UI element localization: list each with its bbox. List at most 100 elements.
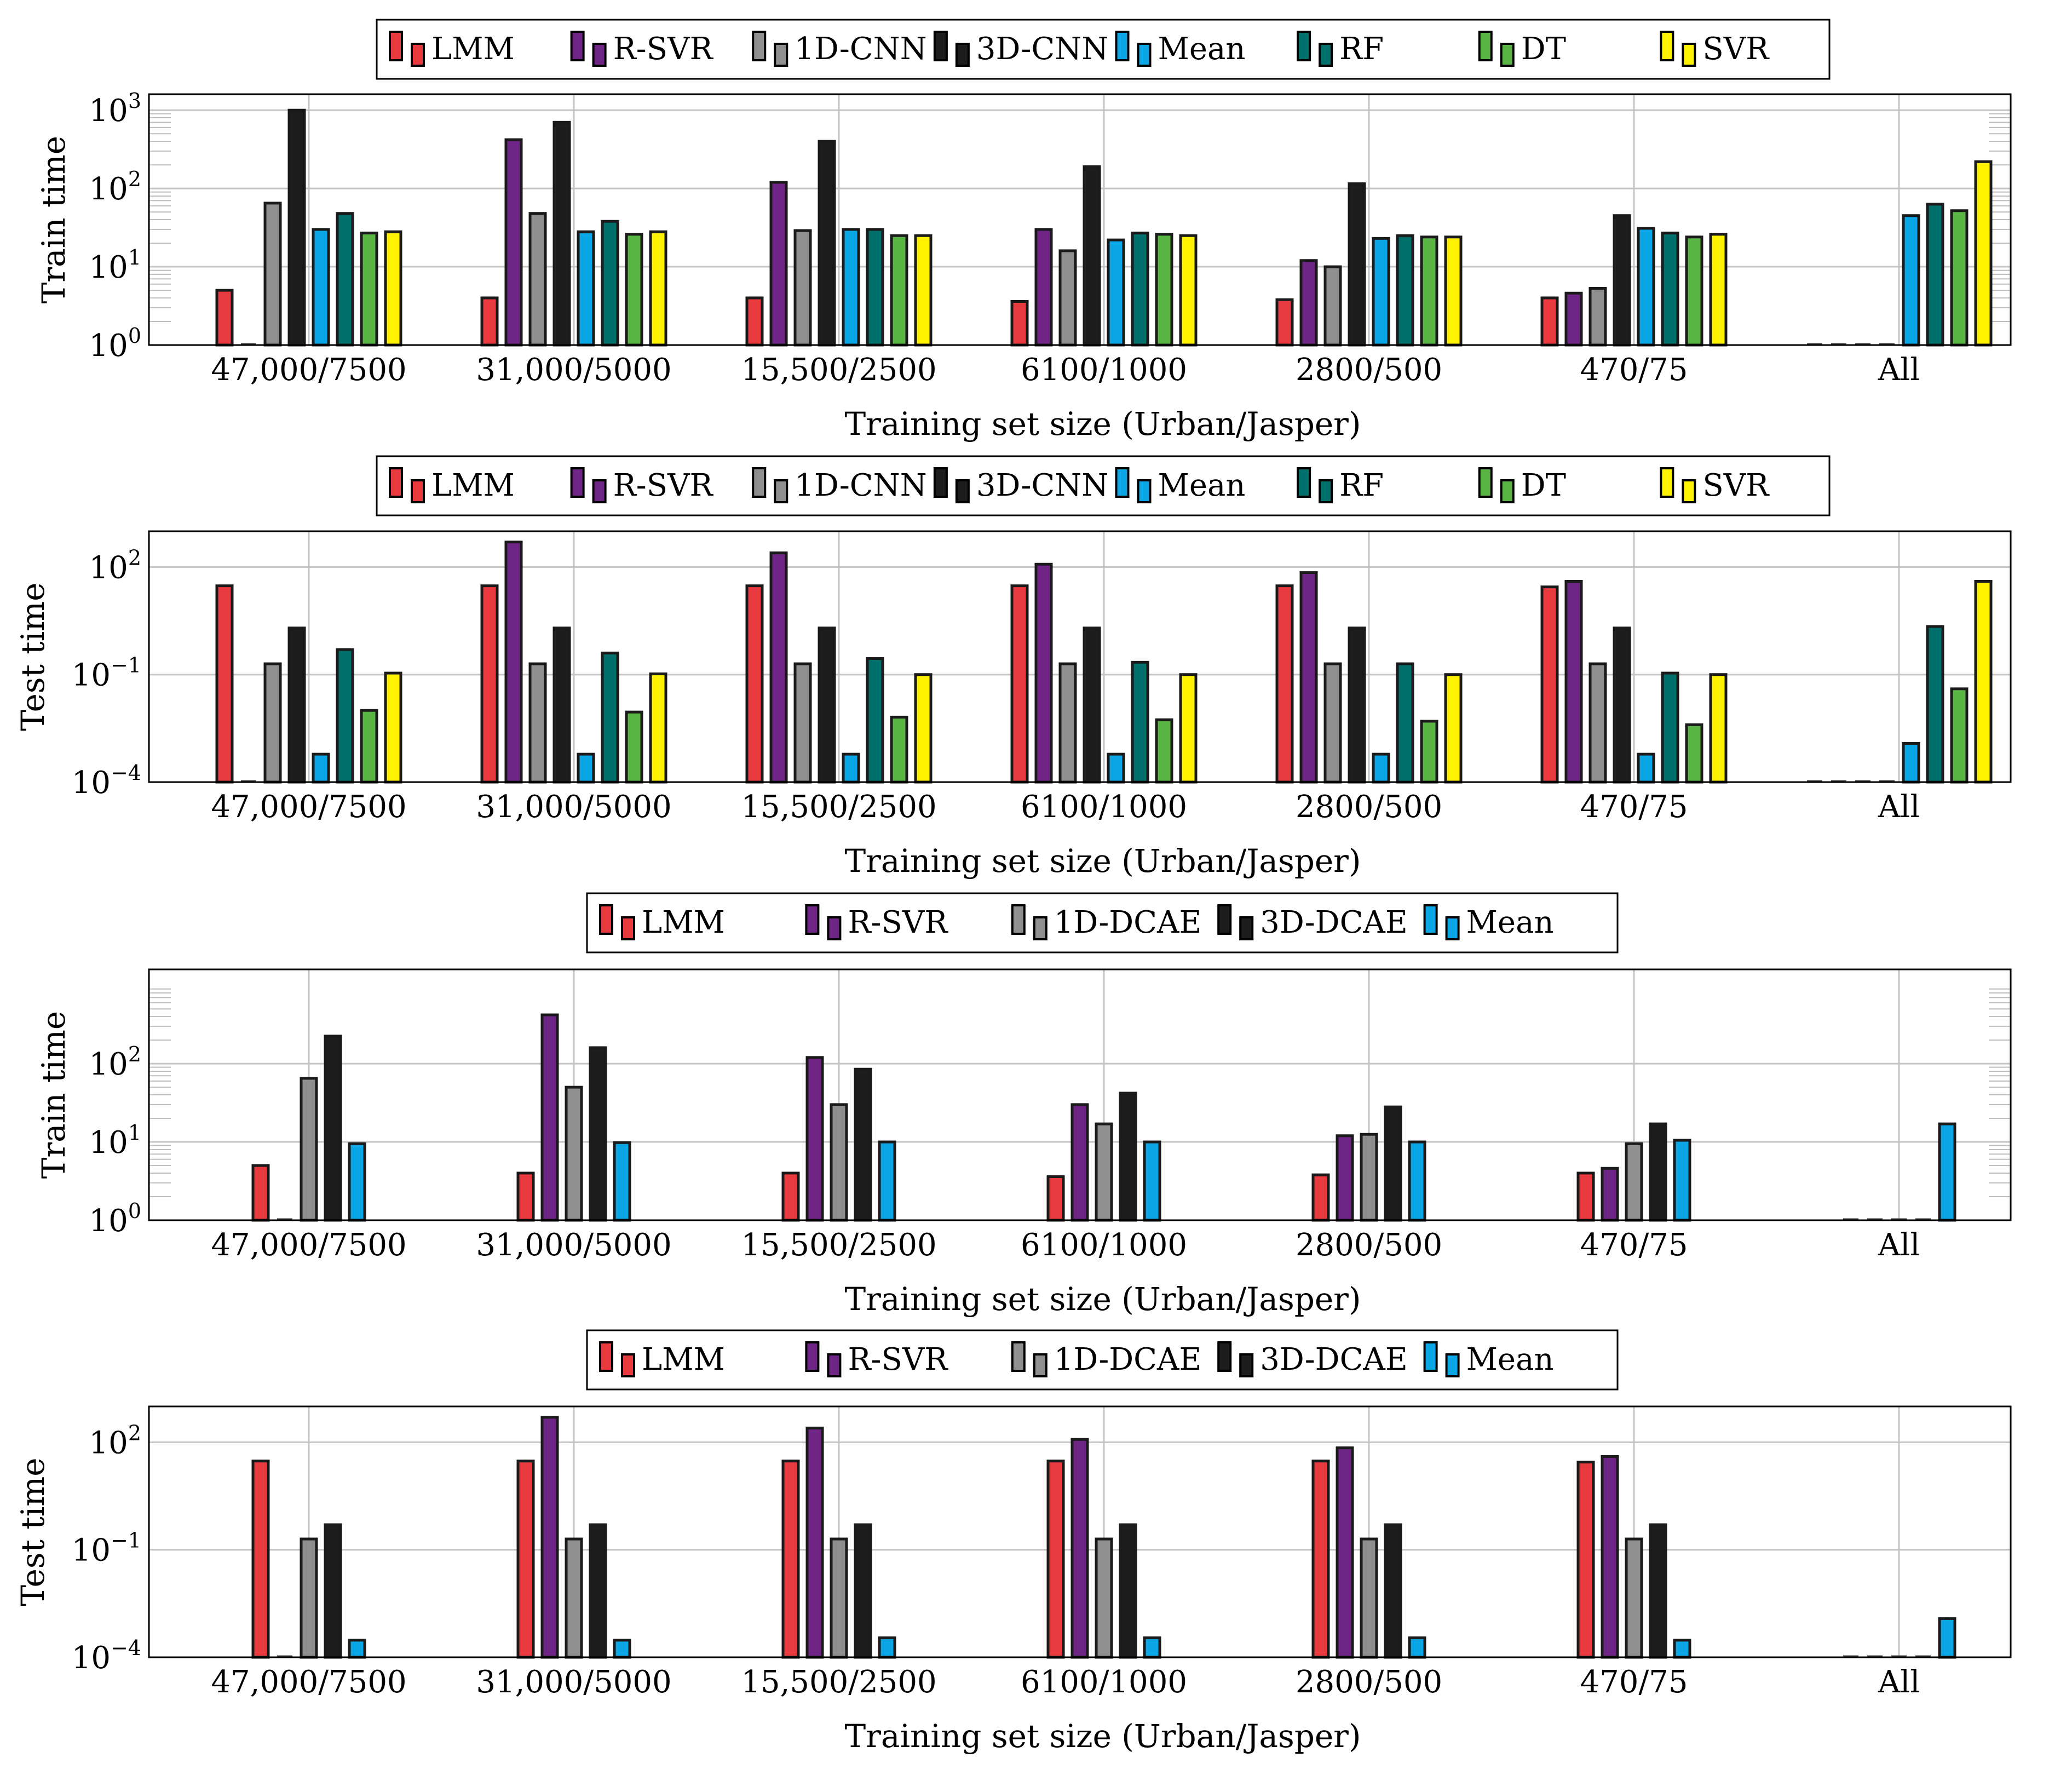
chart-1-legend-swatch-2-b bbox=[774, 43, 788, 67]
chart-1-bar-5-2 bbox=[1588, 286, 1607, 347]
chart-4-bar-0-0 bbox=[251, 1460, 270, 1659]
chart-2-ytick-0: 10−4 bbox=[72, 761, 141, 801]
chart-1-bar-5-6 bbox=[1685, 236, 1703, 347]
chart-1-plot-frame bbox=[148, 93, 2012, 346]
chart-1-bar-0-6 bbox=[360, 231, 378, 347]
chart-1-bar-4-5 bbox=[1396, 234, 1414, 347]
chart-3-legend-entry-2: 1D-DCAE bbox=[1011, 904, 1201, 940]
chart-4-bar-2-0 bbox=[781, 1460, 800, 1659]
chart-2-bar-4-1 bbox=[1299, 571, 1318, 784]
chart-4-legend-entry-3: 3D-DCAE bbox=[1217, 1341, 1408, 1377]
chart-4-bar-4-2 bbox=[1360, 1537, 1378, 1659]
chart-2-legend-swatch-0-b bbox=[411, 479, 425, 503]
chart-2-legend-swatch-6-b bbox=[1500, 479, 1515, 503]
chart-4-bar-1-2 bbox=[565, 1537, 583, 1659]
chart-2-bar-4-5 bbox=[1396, 662, 1414, 784]
chart-3-bar-5-2 bbox=[1625, 1142, 1643, 1222]
chart-3-bar-2-4 bbox=[878, 1140, 896, 1222]
chart-2-legend-entry-5: RF bbox=[1297, 467, 1384, 503]
chart-3-legend: LMM R-SVR 1D-DCAE 3D-DCAE Mean bbox=[586, 892, 1619, 954]
chart-4-legend-entry-2: 1D-DCAE bbox=[1011, 1341, 1201, 1377]
chart-1-legend-label-2: 1D-CNN bbox=[795, 31, 926, 67]
chart-2-bar-6-5 bbox=[1926, 625, 1944, 784]
chart-2-ytick-1-exp: −1 bbox=[111, 653, 141, 677]
chart-4-legend-swatch-3-a bbox=[1217, 1341, 1232, 1372]
chart-2-bar-1-6 bbox=[625, 710, 643, 784]
chart-2-xtick-3: 6100/1000 bbox=[1021, 789, 1187, 825]
chart-1-bar-5-3 bbox=[1613, 214, 1631, 347]
chart-2-bar-5-4 bbox=[1637, 753, 1655, 784]
chart-3-bar-4-3 bbox=[1384, 1105, 1402, 1222]
chart-2-legend-swatch-2-b bbox=[774, 479, 788, 503]
chart-3-bar-5-1 bbox=[1601, 1167, 1619, 1222]
chart-1-bar-6-4 bbox=[1902, 214, 1920, 347]
chart-4-plot-frame bbox=[148, 1405, 2012, 1658]
chart-3-bar-0-4 bbox=[348, 1142, 366, 1222]
chart-1-bar-6-5 bbox=[1926, 203, 1944, 347]
chart-1-bar-2-5 bbox=[866, 228, 884, 347]
chart-2-legend-swatch-5-a bbox=[1297, 467, 1311, 498]
chart-4-bar-5-2 bbox=[1625, 1537, 1643, 1659]
chart-1-bar-2-2 bbox=[793, 229, 812, 347]
chart-2-bar-6-7 bbox=[1974, 579, 1993, 784]
chart-1-xtick-1: 31,000/5000 bbox=[476, 352, 671, 388]
chart-3-ylabel: Train time bbox=[35, 1011, 72, 1179]
chart-2-plot-frame bbox=[148, 530, 2012, 783]
chart-4-legend-swatch-0-a bbox=[599, 1341, 613, 1372]
chart-2-legend-swatch-3-a bbox=[933, 467, 948, 498]
chart-4-bar-5-4 bbox=[1673, 1639, 1691, 1659]
chart-3-legend-entry-4: Mean bbox=[1423, 904, 1554, 940]
chart-3-legend-swatch-4-a bbox=[1423, 904, 1438, 935]
chart-1-bar-1-6 bbox=[625, 233, 643, 347]
chart-1-bar-2-4 bbox=[842, 228, 860, 347]
chart-2-ytick-2: 102 bbox=[89, 545, 141, 585]
chart-2-legend-swatch-5-b bbox=[1319, 479, 1333, 503]
chart-3-bar-4-2 bbox=[1360, 1133, 1378, 1222]
chart-2-bar-0-4 bbox=[312, 753, 330, 784]
chart-4-ytick-2: 102 bbox=[89, 1421, 141, 1461]
chart-1-bar-3-2 bbox=[1058, 249, 1077, 347]
chart-4-ytick-0: 10−4 bbox=[72, 1636, 141, 1676]
chart-2-legend: LMM R-SVR 1D-CNN 3D-CNN Mean RF DT SVR bbox=[376, 455, 1831, 516]
chart-2-bar-5-5 bbox=[1661, 671, 1679, 784]
chart-4-bar-0-3 bbox=[324, 1523, 342, 1659]
chart-1-ytick-3-exp: 3 bbox=[128, 89, 141, 113]
chart-2-xlabel: Training set size (Urban/Jasper) bbox=[844, 842, 1361, 880]
chart-3-bar-4-4 bbox=[1408, 1140, 1426, 1222]
chart-1-bar-5-1 bbox=[1564, 291, 1583, 347]
chart-1-bar-3-4 bbox=[1107, 238, 1125, 347]
chart-4-xtick-2: 15,500/2500 bbox=[741, 1664, 936, 1700]
chart-1-bar-1-3 bbox=[552, 120, 571, 347]
chart-2-bar-4-0 bbox=[1275, 584, 1294, 784]
chart-2-bar-2-4 bbox=[842, 753, 860, 784]
chart-4-bar-6-4 bbox=[1938, 1617, 1956, 1659]
chart-2-bar-3-0 bbox=[1010, 584, 1029, 784]
chart-1-legend-swatch-7-b bbox=[1682, 43, 1696, 67]
chart-2-ytick-1-base: 10 bbox=[72, 658, 111, 693]
chart-1-bar-5-4 bbox=[1637, 227, 1655, 347]
chart-4: LMM R-SVR 1D-DCAE 3D-DCAE Mean10−410−110247,… bbox=[14, 1329, 2012, 1755]
chart-2-bar-5-2 bbox=[1588, 662, 1607, 784]
chart-3-xtick-3: 6100/1000 bbox=[1021, 1227, 1187, 1263]
chart-1-legend-entry-2: 1D-CNN bbox=[752, 31, 927, 67]
chart-3-xtick-4: 2800/500 bbox=[1296, 1227, 1442, 1263]
chart-1-legend-swatch-0-b bbox=[411, 43, 425, 67]
chart-4-xtick-3: 6100/1000 bbox=[1021, 1664, 1187, 1700]
chart-3-bar-3-0 bbox=[1046, 1175, 1065, 1222]
chart-2-ylabel: Test time bbox=[14, 582, 51, 731]
chart-4-ytick-2-base: 10 bbox=[89, 1425, 128, 1461]
chart-4-xtick-5: 470/75 bbox=[1580, 1664, 1688, 1700]
chart-3-xtick-1: 31,000/5000 bbox=[476, 1227, 671, 1263]
chart-1-bar-2-3 bbox=[818, 140, 836, 347]
chart-4-legend-swatch-4-a bbox=[1423, 1341, 1438, 1372]
chart-1-bar-2-7 bbox=[914, 234, 933, 347]
chart-1-ytick-3: 103 bbox=[89, 89, 141, 129]
chart-3-xtick-0: 47,000/7500 bbox=[211, 1227, 406, 1263]
chart-2-bar-1-0 bbox=[480, 584, 499, 784]
chart-1-ylabel: Train time bbox=[35, 136, 72, 304]
chart-2-legend-label-2: 1D-CNN bbox=[795, 468, 926, 503]
chart-3-bar-0-0 bbox=[251, 1164, 270, 1222]
chart-2-bar-1-2 bbox=[528, 662, 547, 784]
chart-1-legend-label-6: DT bbox=[1521, 31, 1566, 67]
chart-3-bar-1-0 bbox=[516, 1171, 535, 1222]
